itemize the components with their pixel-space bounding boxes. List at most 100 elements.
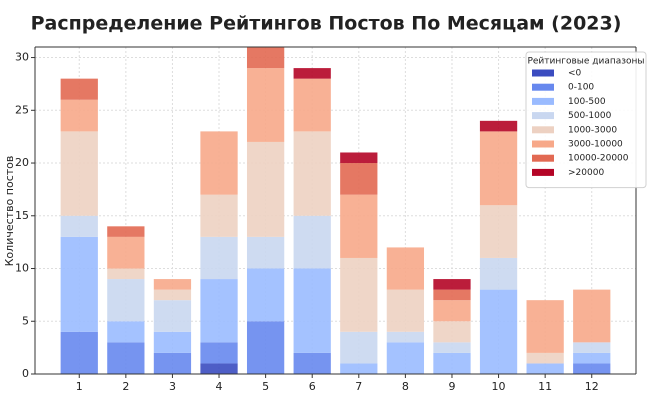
bar-segment xyxy=(340,194,378,258)
bar-segment xyxy=(433,342,471,353)
x-tick-label: 2 xyxy=(122,380,129,393)
y-tick-label: 25 xyxy=(15,103,29,116)
legend-swatch xyxy=(532,168,554,176)
y-tick-label: 20 xyxy=(15,156,29,169)
bar-segment xyxy=(60,78,98,100)
legend-label: 1000-3000 xyxy=(568,125,617,135)
bar-segment xyxy=(246,236,285,269)
legend-swatch xyxy=(532,154,554,162)
bar-segment xyxy=(433,289,471,301)
legend-box xyxy=(525,51,647,189)
bar-segment xyxy=(107,342,145,374)
bar-segment xyxy=(573,289,611,343)
y-tick-label: 10 xyxy=(15,262,29,275)
legend-label: 100-500 xyxy=(568,97,606,107)
bar-segment xyxy=(200,131,238,195)
bar-segment xyxy=(153,289,192,301)
bar-segment xyxy=(107,279,145,322)
legend-label: 3000-10000 xyxy=(568,140,623,150)
bar-segment xyxy=(340,152,378,164)
bar-segment xyxy=(526,352,564,364)
bar-segment xyxy=(340,257,378,332)
y-tick-label: 5 xyxy=(22,314,29,327)
bar-segment xyxy=(433,300,471,322)
bar-segment xyxy=(340,163,378,195)
bar-segment xyxy=(479,289,518,374)
bar-segment xyxy=(433,279,471,290)
bar-segment xyxy=(200,342,238,364)
legend-label: 10000-20000 xyxy=(568,154,629,164)
legend-label: 0-100 xyxy=(568,83,594,93)
bar-segment xyxy=(479,131,518,206)
x-tick-label: 4 xyxy=(216,380,223,393)
x-tick-label: 12 xyxy=(585,380,599,393)
x-tick-label: 11 xyxy=(538,380,552,393)
bar-segment xyxy=(200,279,238,343)
bar-segment xyxy=(107,236,145,269)
bar-segment xyxy=(200,236,238,280)
x-tick-label: 1 xyxy=(76,380,83,393)
bar-segment xyxy=(526,363,564,374)
chart-title: Распределение Рейтингов Постов По Месяца… xyxy=(31,13,622,35)
legend-label: 500-1000 xyxy=(568,111,612,121)
bar-segment xyxy=(153,300,192,332)
bar-segment xyxy=(153,352,192,374)
bar-segment xyxy=(386,247,425,290)
bar-segment xyxy=(386,289,425,332)
bar-segment xyxy=(107,226,145,237)
bar-segment xyxy=(293,352,331,374)
bar-segment xyxy=(153,331,192,353)
bar-segment xyxy=(479,257,518,290)
bar-segment xyxy=(246,47,285,69)
bar-segment xyxy=(573,363,611,374)
bar-segment xyxy=(293,131,331,216)
bar-segment xyxy=(153,279,192,290)
bar-segment xyxy=(573,352,611,364)
x-tick-label: 9 xyxy=(448,380,455,393)
bar-segment xyxy=(293,215,331,269)
bar-segment xyxy=(200,194,238,237)
bar-segment xyxy=(386,331,425,343)
bar-segment xyxy=(60,131,98,216)
bar-segment xyxy=(200,363,238,374)
y-tick-label: 15 xyxy=(15,209,29,222)
bar-segment xyxy=(340,331,378,364)
x-tick-label: 5 xyxy=(262,380,269,393)
bar-segment xyxy=(573,342,611,353)
legend-swatch xyxy=(532,140,554,148)
bar-segment xyxy=(60,331,98,374)
bar-segment xyxy=(433,352,471,374)
legend-swatch xyxy=(532,112,554,120)
bar-segment xyxy=(526,300,564,353)
y-tick-label: 30 xyxy=(15,51,29,64)
x-tick-label: 7 xyxy=(355,380,362,393)
y-tick-label: 0 xyxy=(22,367,29,380)
x-tick-label: 6 xyxy=(309,380,316,393)
legend-swatch xyxy=(532,126,554,134)
bar-segment xyxy=(479,205,518,258)
bar-segment xyxy=(107,268,145,280)
bar-segment xyxy=(293,78,331,132)
bar-segment xyxy=(479,120,518,132)
legend-label: <0 xyxy=(568,69,582,79)
y-axis-label: Количество постов xyxy=(3,156,16,267)
x-tick-label: 10 xyxy=(492,380,506,393)
bar-segment xyxy=(246,141,285,237)
bar-segment xyxy=(386,342,425,374)
bar-segment xyxy=(60,99,98,132)
x-tick-label: 3 xyxy=(169,380,176,393)
bar-segment xyxy=(293,268,331,353)
bar-segment xyxy=(246,68,285,142)
x-tick-label: 8 xyxy=(402,380,409,393)
bar-segment xyxy=(60,236,98,332)
legend-swatch xyxy=(532,83,554,91)
bar-segment xyxy=(246,268,285,322)
legend-title: Рейтинговые диапазоны xyxy=(527,57,644,67)
bar-segment xyxy=(340,363,378,374)
bar-segment xyxy=(107,321,145,343)
legend-swatch xyxy=(532,97,554,105)
legend-label: >20000 xyxy=(568,168,604,178)
bar-segment xyxy=(293,68,331,79)
bar-segment xyxy=(246,321,285,374)
